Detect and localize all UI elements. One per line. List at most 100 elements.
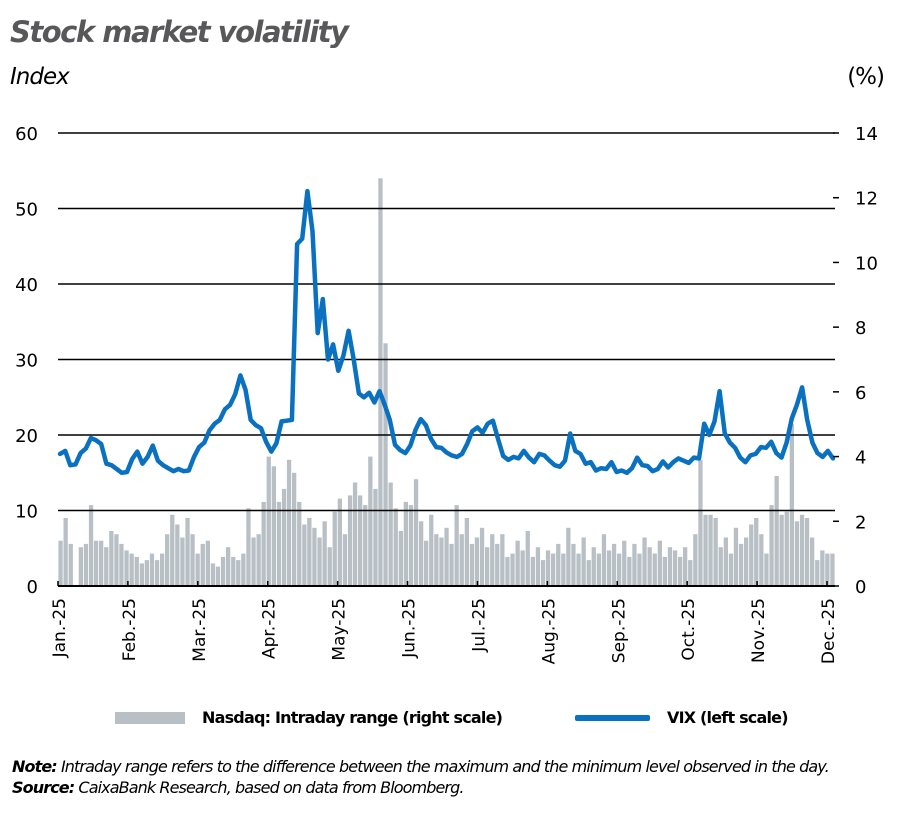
nasdaq-bar bbox=[551, 553, 556, 586]
nasdaq-bar bbox=[759, 534, 764, 586]
right-tick-label: 10 bbox=[855, 253, 878, 274]
nasdaq-bar bbox=[251, 537, 256, 586]
right-tick-label: 4 bbox=[855, 448, 866, 469]
nasdaq-bar bbox=[434, 534, 439, 586]
nasdaq-bar bbox=[226, 547, 231, 586]
nasdaq-bar bbox=[738, 543, 744, 586]
nasdaq-bar bbox=[312, 527, 317, 586]
nasdaq-bar bbox=[490, 534, 495, 586]
left-tick-label: 0 bbox=[27, 577, 38, 598]
nasdaq-bar bbox=[479, 527, 485, 586]
source: Source: CaixaBank Research, based on dat… bbox=[12, 777, 892, 798]
nasdaq-bar bbox=[78, 547, 83, 586]
nasdaq-bar bbox=[510, 553, 515, 586]
bar-swatch-icon bbox=[115, 711, 185, 724]
nasdaq-bar bbox=[378, 178, 383, 587]
left-tick-label: 50 bbox=[15, 200, 38, 221]
nasdaq-bar bbox=[804, 518, 810, 586]
nasdaq-bar bbox=[789, 424, 794, 586]
nasdaq-bar bbox=[556, 543, 561, 586]
nasdaq-bar bbox=[495, 543, 500, 586]
nasdaq-bar bbox=[261, 501, 266, 586]
nasdaq-bar bbox=[363, 505, 368, 586]
nasdaq-bar bbox=[342, 534, 348, 586]
nasdaq-bar bbox=[530, 556, 535, 586]
nasdaq-bar bbox=[474, 537, 480, 586]
source-text: CaixaBank Research, based on data from B… bbox=[74, 778, 464, 797]
nasdaq-bar bbox=[571, 543, 576, 586]
nasdaq-bar bbox=[637, 553, 642, 586]
nasdaq-bar bbox=[297, 501, 302, 586]
legend-item-vix: VIX (left scale) bbox=[575, 708, 789, 727]
nasdaq-bar bbox=[459, 534, 464, 586]
nasdaq-bar bbox=[632, 543, 637, 586]
nasdaq-bar bbox=[622, 540, 627, 586]
nasdaq-bar bbox=[403, 501, 408, 586]
nasdaq-bar bbox=[246, 508, 251, 586]
nasdaq-bar bbox=[718, 547, 723, 586]
nasdaq-bar bbox=[698, 459, 703, 586]
nasdaq-bar bbox=[733, 527, 739, 586]
nasdaq-bar bbox=[165, 534, 170, 586]
nasdaq-bar bbox=[591, 547, 596, 586]
x-tick-label: May-25 bbox=[330, 598, 350, 661]
nasdaq-bar bbox=[119, 543, 124, 586]
nasdaq-bar bbox=[104, 547, 109, 586]
nasdaq-bar bbox=[627, 556, 632, 586]
nasdaq-bar bbox=[708, 514, 713, 586]
nasdaq-bar bbox=[144, 560, 149, 586]
nasdaq-bar bbox=[728, 553, 734, 586]
nasdaq-bar bbox=[505, 556, 510, 586]
nasdaq-bar bbox=[581, 537, 586, 586]
nasdaq-bar bbox=[642, 537, 647, 586]
nasdaq-bar bbox=[292, 472, 297, 587]
nasdaq-bar bbox=[347, 495, 353, 586]
nasdaq-bar bbox=[307, 518, 312, 586]
left-axis-unit: Index bbox=[10, 64, 70, 90]
legend-label-vix: VIX (left scale) bbox=[667, 708, 789, 727]
nasdaq-bar bbox=[205, 540, 210, 586]
right-axis-unit: (%) bbox=[847, 64, 885, 90]
nasdaq-bar bbox=[703, 514, 708, 586]
nasdaq-bar bbox=[241, 553, 246, 586]
nasdaq-bar bbox=[576, 553, 581, 586]
note-label: Note: bbox=[12, 757, 58, 776]
right-tick-label: 8 bbox=[855, 318, 866, 339]
nasdaq-bar bbox=[149, 553, 155, 586]
nasdaq-bar bbox=[358, 495, 363, 586]
nasdaq-bar bbox=[383, 343, 388, 586]
nasdaq-bar bbox=[652, 553, 657, 586]
right-tick-label: 14 bbox=[855, 124, 878, 145]
nasdaq-bar bbox=[180, 537, 185, 586]
nasdaq-bar bbox=[515, 540, 520, 586]
nasdaq-bar bbox=[830, 553, 835, 586]
nasdaq-bar bbox=[281, 488, 287, 586]
note: Note: Intraday range refers to the diffe… bbox=[12, 756, 892, 777]
nasdaq-bar bbox=[419, 521, 424, 586]
x-tick-label: Jan.-25 bbox=[50, 598, 70, 658]
nasdaq-bar bbox=[154, 560, 160, 586]
nasdaq-bar bbox=[124, 550, 129, 586]
x-tick-label: Nov.-25 bbox=[749, 598, 769, 663]
nasdaq-bar bbox=[586, 560, 591, 586]
right-tick-label: 0 bbox=[855, 577, 866, 598]
nasdaq-bar bbox=[606, 550, 612, 586]
nasdaq-bar bbox=[672, 550, 678, 586]
x-tick-label: Sep.-25 bbox=[609, 598, 629, 663]
nasdaq-bar bbox=[215, 566, 221, 586]
vix-line-path bbox=[57, 188, 836, 476]
nasdaq-bar bbox=[129, 553, 134, 586]
nasdaq-bar bbox=[429, 514, 434, 586]
nasdaq-bar bbox=[774, 476, 779, 586]
nasdaq-bar bbox=[535, 547, 541, 586]
nasdaq-bar bbox=[566, 527, 571, 586]
nasdaq-bar bbox=[744, 537, 749, 586]
legend: Nasdaq: Intraday range (right scale) VIX… bbox=[0, 708, 900, 732]
nasdaq-bar bbox=[190, 534, 195, 586]
nasdaq-bar bbox=[93, 540, 99, 586]
nasdaq-bar bbox=[794, 521, 800, 586]
nasdaq-bar bbox=[413, 479, 419, 586]
nasdaq-bar bbox=[139, 563, 144, 586]
nasdaq-bar bbox=[693, 534, 698, 586]
nasdaq-bar bbox=[393, 508, 398, 586]
